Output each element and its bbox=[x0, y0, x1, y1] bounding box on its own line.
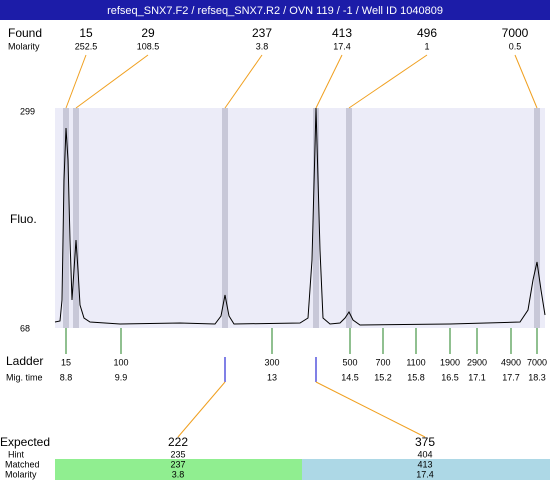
title-bar bbox=[0, 0, 550, 20]
molarity-label: Molarity bbox=[8, 41, 40, 51]
peak-band bbox=[222, 108, 228, 328]
ladder-time: 18.3 bbox=[528, 372, 546, 382]
ladder-size: 15 bbox=[61, 357, 71, 367]
matched-size: 413 bbox=[417, 459, 432, 469]
peak-connector bbox=[75, 54, 149, 109]
peak-connector bbox=[514, 54, 538, 109]
ladder-time: 15.2 bbox=[374, 372, 392, 382]
trace bbox=[54, 107, 546, 326]
peak-connector bbox=[224, 54, 263, 109]
peak-band bbox=[346, 108, 352, 328]
ladder-time: 9.9 bbox=[115, 372, 128, 382]
peak-band bbox=[534, 108, 540, 328]
ladder-size: 100 bbox=[113, 357, 128, 367]
ladder-size: 4900 bbox=[501, 357, 521, 367]
peak-band bbox=[63, 108, 69, 328]
peak-molarity: 1 bbox=[424, 41, 429, 51]
expected-size: 222 bbox=[168, 435, 188, 449]
peak-size: 413 bbox=[332, 26, 352, 40]
plot-area bbox=[55, 108, 545, 328]
peak-size: 7000 bbox=[502, 26, 529, 40]
peak-molarity: 3.8 bbox=[256, 41, 269, 51]
expected-label: Expected bbox=[0, 435, 50, 449]
y-axis-label: Fluo. bbox=[10, 212, 37, 226]
ladder-time: 16.5 bbox=[441, 372, 459, 382]
peak-connector bbox=[65, 54, 87, 109]
peak-size: 496 bbox=[417, 26, 437, 40]
peak-molarity: 17.4 bbox=[333, 41, 351, 51]
ladder-size: 500 bbox=[342, 357, 357, 367]
ladder-size: 700 bbox=[375, 357, 390, 367]
peak-molarity: 0.5 bbox=[509, 41, 522, 51]
matched-molarity: 3.8 bbox=[172, 469, 185, 479]
match-connector bbox=[315, 381, 426, 438]
peak-molarity: 108.5 bbox=[137, 41, 160, 51]
ladder-size: 300 bbox=[264, 357, 279, 367]
peak-connector bbox=[315, 54, 343, 109]
ladder-size: 2900 bbox=[467, 357, 487, 367]
peak-size: 15 bbox=[79, 26, 93, 40]
expected-size: 375 bbox=[415, 435, 435, 449]
hint-size: 235 bbox=[170, 449, 185, 459]
peak-band bbox=[313, 108, 319, 328]
matched-molarity: 17.4 bbox=[416, 469, 434, 479]
ladder-size: 1100 bbox=[406, 357, 425, 367]
y-max-label: 299 bbox=[20, 106, 35, 116]
matched-label: Matched bbox=[5, 459, 40, 469]
matched-size: 237 bbox=[170, 459, 185, 469]
matched-band bbox=[302, 459, 550, 480]
found-label: Found bbox=[8, 26, 42, 40]
ladder-label: Ladder bbox=[6, 354, 43, 368]
y-min-label: 68 bbox=[20, 323, 30, 333]
ladder-time: 17.7 bbox=[502, 372, 520, 382]
peak-molarity: 252.5 bbox=[75, 41, 98, 51]
ladder-size: 1900 bbox=[440, 357, 460, 367]
hint-size: 404 bbox=[417, 449, 432, 459]
title: refseq_SNX7.F2 / refseq_SNX7.R2 / OVN 11… bbox=[107, 5, 443, 17]
peak-band bbox=[73, 108, 79, 328]
match-connector bbox=[177, 381, 226, 438]
ladder-time: 15.8 bbox=[407, 372, 425, 382]
peak-size: 29 bbox=[141, 26, 155, 40]
peak-size: 237 bbox=[252, 26, 272, 40]
ladder-time: 8.8 bbox=[60, 372, 73, 382]
ladder-time: 14.5 bbox=[341, 372, 359, 382]
molarity-label: Molarity bbox=[5, 469, 37, 479]
ladder-size: 7000 bbox=[527, 357, 547, 367]
ladder-time: 13 bbox=[267, 372, 277, 382]
mig-time-label: Mig. time bbox=[6, 372, 43, 382]
hint-label: Hint bbox=[8, 449, 25, 459]
ladder-time: 17.1 bbox=[468, 372, 486, 382]
peak-connector bbox=[348, 54, 428, 109]
matched-band bbox=[55, 459, 302, 480]
